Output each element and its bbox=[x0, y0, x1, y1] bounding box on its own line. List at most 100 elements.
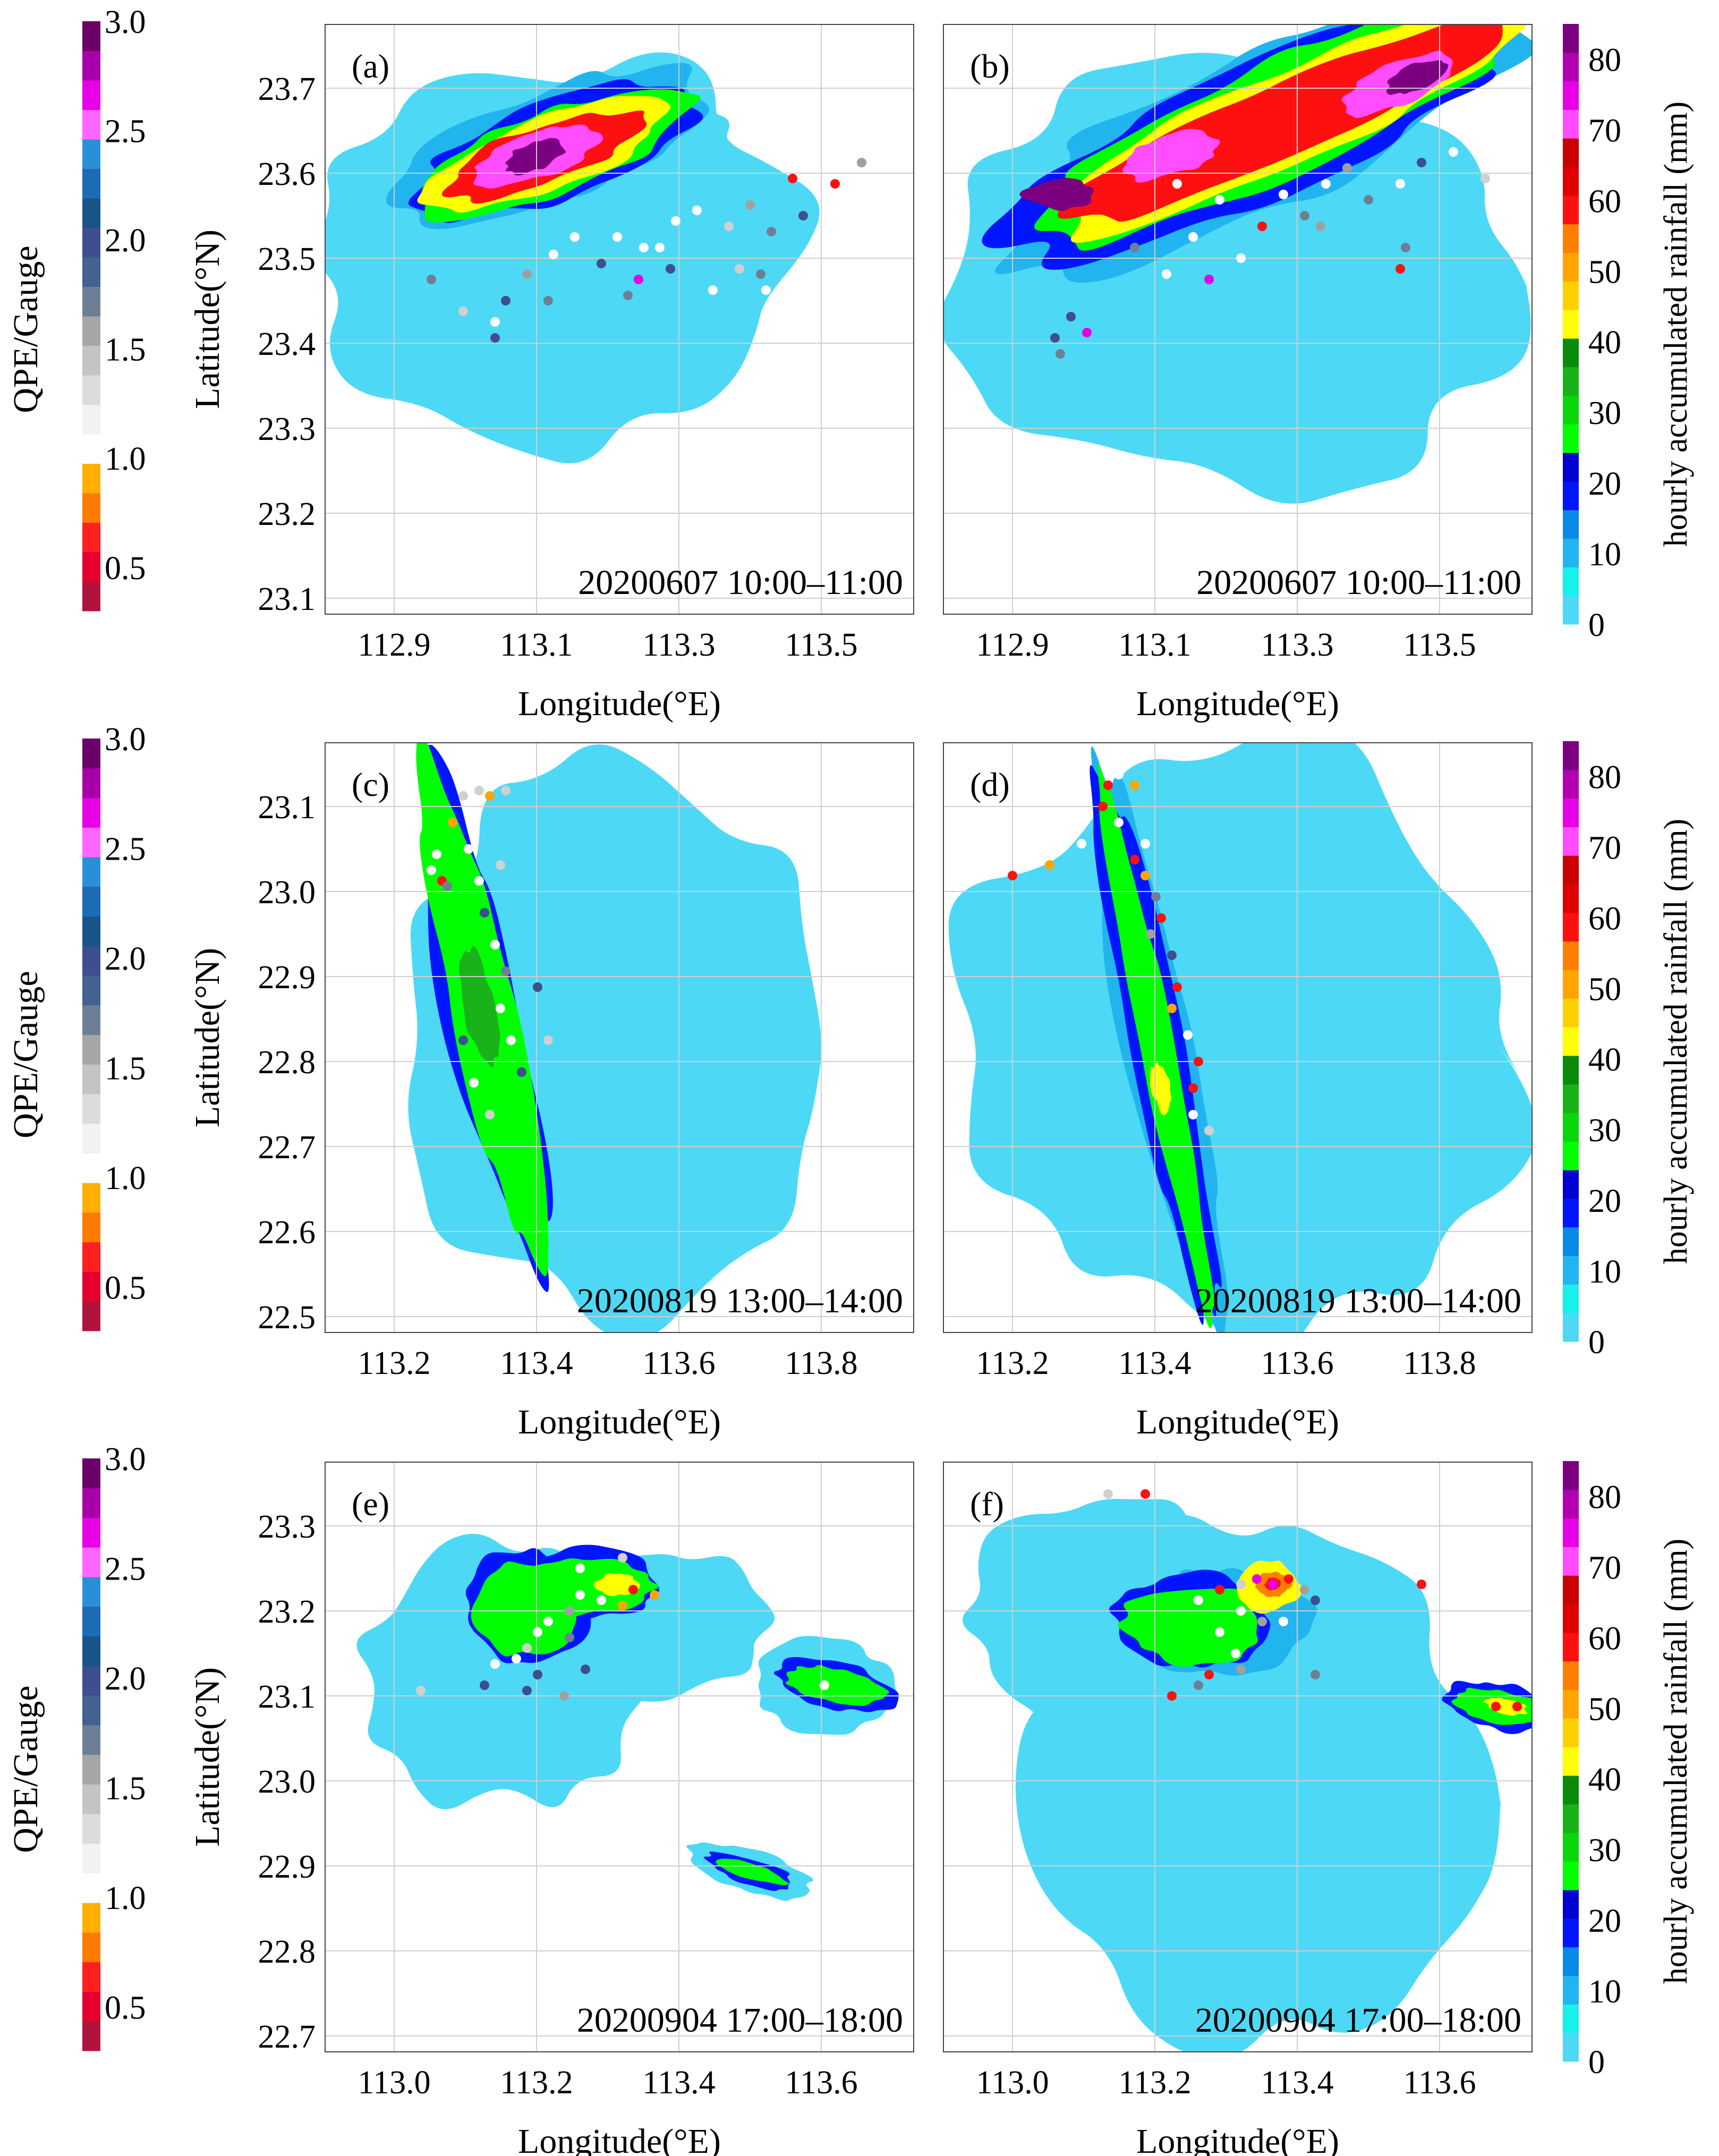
longitude-tick-label: 113.4 bbox=[642, 2065, 715, 2101]
colorbar-cell bbox=[82, 1488, 100, 1518]
colorbar-cell bbox=[82, 739, 100, 769]
gauge-station-dot bbox=[1194, 1595, 1203, 1605]
gauge-station-dot bbox=[427, 275, 436, 284]
gauge-station-dot bbox=[1130, 243, 1139, 252]
gauge-station-dot bbox=[1172, 179, 1182, 189]
colorbar-cell bbox=[1563, 1861, 1579, 1890]
colorbar-cell bbox=[1563, 510, 1579, 539]
colorbar-cell bbox=[82, 80, 100, 110]
rainfall-colorbar-ticks: 80 70 60 50 40 30 20 10 0 bbox=[1588, 1479, 1621, 2081]
colorbar-cell bbox=[1563, 1604, 1579, 1633]
colorbar-tick-label: 1.0 bbox=[105, 441, 146, 477]
gauge-stations bbox=[1103, 1489, 1522, 1711]
colorbar-cell bbox=[1563, 1690, 1579, 1719]
gauge-station-dot bbox=[490, 1659, 500, 1669]
colorbar-cell bbox=[1563, 395, 1579, 425]
colorbar-cell bbox=[1563, 167, 1579, 196]
colorbar-cell bbox=[82, 1814, 100, 1844]
gauge-station-dot bbox=[1417, 1580, 1426, 1589]
longitude-tick-label: 113.3 bbox=[642, 627, 715, 663]
gauge-station-dot bbox=[496, 1004, 505, 1013]
colorbar-cell bbox=[82, 168, 100, 199]
colorbar-tick-label: 10 bbox=[1588, 1254, 1621, 1290]
longitude-tick-label: 113.2 bbox=[500, 2065, 573, 2101]
colorbar-cell bbox=[1563, 798, 1579, 827]
panel-label: (e) bbox=[352, 1485, 389, 1523]
longitude-tick-label: 113.4 bbox=[500, 1345, 573, 1381]
gauge-station-dot bbox=[474, 786, 484, 795]
colorbar-tick-label: 30 bbox=[1588, 1832, 1621, 1869]
map-panel-a: (a) 20200607 10:00–11:00 112.9 113.1 113.3 11… bbox=[188, 24, 914, 723]
colorbar-tick-label: 2.5 bbox=[105, 831, 146, 867]
gauge-station-dot bbox=[1188, 1083, 1198, 1093]
gauge-station-dot bbox=[878, 206, 888, 215]
gauge-station-dot bbox=[1395, 179, 1405, 189]
colorbar-tick-label: 50 bbox=[1588, 1691, 1621, 1727]
colorbar-tick-label: 2.0 bbox=[105, 941, 146, 977]
x-axis-label: Longitude(°E) bbox=[1136, 1403, 1339, 1441]
rainfall-field bbox=[948, 743, 1532, 1332]
gauge-station-dot bbox=[1103, 1489, 1113, 1499]
colorbar-cell bbox=[1563, 424, 1579, 453]
rainfall-colorbar-ticks: 80 70 60 50 40 30 20 10 0 bbox=[1588, 759, 1621, 1361]
longitude-tick-label: 113.8 bbox=[1403, 1345, 1476, 1381]
rainfall-contour bbox=[948, 743, 1532, 1332]
gauge-station-dot bbox=[1151, 892, 1161, 902]
gauge-station-dot bbox=[416, 1686, 426, 1695]
colorbar-cell bbox=[1563, 252, 1579, 282]
gauge-station-dot bbox=[745, 200, 755, 210]
latitude-tick-label: 23.7 bbox=[258, 71, 316, 107]
time-range-label: 20200607 10:00–11:00 bbox=[578, 563, 903, 602]
gauge-station-dot bbox=[533, 1627, 542, 1637]
gauge-station-dot bbox=[480, 1680, 489, 1690]
colorbar-tick-label: 60 bbox=[1588, 183, 1621, 219]
gauge-station-dot bbox=[655, 243, 665, 252]
colorbar-cell bbox=[1563, 884, 1579, 913]
colorbar-cell bbox=[82, 581, 100, 612]
gauge-station-dot bbox=[480, 908, 489, 918]
x-axis-label: Longitude(°E) bbox=[518, 2122, 721, 2156]
colorbar-cell bbox=[1563, 453, 1579, 482]
colorbar-cell bbox=[82, 1932, 100, 1963]
colorbar-cell bbox=[82, 1153, 100, 1183]
colorbar-cell bbox=[1563, 224, 1579, 253]
latitude-tick-label: 23.2 bbox=[258, 496, 316, 532]
colorbar-tick-label: 1.0 bbox=[105, 1880, 146, 1916]
gauge-station-dot bbox=[1236, 253, 1246, 263]
colorbar-cell bbox=[82, 1005, 100, 1035]
colorbar-tick-label: 40 bbox=[1588, 325, 1621, 361]
colorbar-cell bbox=[82, 1271, 100, 1302]
map-grid bbox=[325, 24, 914, 614]
gauge-station-dot bbox=[1050, 333, 1060, 343]
latitude-tick-label: 23.6 bbox=[258, 156, 316, 192]
gauge-station-dot bbox=[1417, 158, 1426, 167]
rainfall-colorbar-cells bbox=[1563, 741, 1579, 1342]
colorbar-cell bbox=[1563, 310, 1579, 339]
gauge-station-dot bbox=[1082, 328, 1092, 337]
gauge-station-dot bbox=[1141, 1489, 1150, 1499]
colorbar-cell bbox=[1563, 596, 1579, 625]
longitude-tick-label: 113.4 bbox=[1118, 1345, 1191, 1381]
gauge-station-dot bbox=[1194, 1680, 1203, 1690]
gauge-station-dot bbox=[458, 307, 468, 316]
colorbar-tick-label: 0 bbox=[1588, 1325, 1605, 1361]
gauge-station-dot bbox=[575, 1564, 585, 1573]
latitude-tick-label: 22.9 bbox=[258, 1849, 316, 1885]
colorbar-cell bbox=[1563, 1661, 1579, 1690]
colorbar-tick-label: 60 bbox=[1588, 1620, 1621, 1657]
colorbar-cell bbox=[1563, 1027, 1579, 1056]
latitude-tick-label: 23.2 bbox=[258, 1594, 316, 1630]
gauge-stations bbox=[427, 158, 888, 343]
time-range-label: 20200819 13:00–14:00 bbox=[577, 1281, 903, 1320]
gauge-station-dot bbox=[490, 333, 500, 343]
map-panel-frame bbox=[943, 1462, 1533, 2052]
colorbar-cell bbox=[1563, 1313, 1579, 1342]
colorbar-tick-label: 10 bbox=[1588, 537, 1621, 573]
colorbar-cell bbox=[1563, 741, 1579, 770]
colorbar-cell bbox=[82, 139, 100, 169]
gauge-station-dot bbox=[1045, 860, 1054, 870]
longitude-tick-label: 113.6 bbox=[642, 1345, 715, 1381]
colorbar-cell bbox=[1563, 1141, 1579, 1170]
gauge-station-dot bbox=[1056, 349, 1065, 359]
gauge-station-dot bbox=[1449, 147, 1458, 157]
